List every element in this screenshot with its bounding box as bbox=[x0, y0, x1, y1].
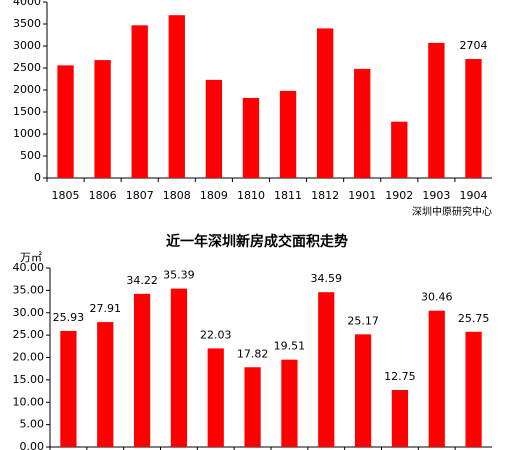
bar bbox=[131, 25, 148, 178]
bar bbox=[279, 90, 297, 178]
y-tick-label: 5.00 bbox=[20, 418, 45, 431]
value-label: 30.46 bbox=[421, 291, 453, 304]
value-label: 35.39 bbox=[163, 269, 195, 282]
x-tick-label: 1811 bbox=[274, 189, 302, 202]
value-label: 25.75 bbox=[458, 312, 490, 325]
y-tick-label: 2000 bbox=[13, 83, 41, 96]
value-label: 12.75 bbox=[384, 370, 416, 383]
value-label: 25.93 bbox=[53, 311, 85, 324]
bar bbox=[97, 322, 114, 447]
y-tick-label: 30.00 bbox=[13, 306, 45, 319]
y-tick-label: 1500 bbox=[13, 105, 41, 118]
bar bbox=[281, 359, 298, 447]
source-note: 深圳中原研究中心 bbox=[412, 205, 492, 218]
y-tick-label: 40.00 bbox=[13, 261, 45, 274]
bar bbox=[242, 97, 260, 178]
bar bbox=[316, 28, 334, 179]
bar bbox=[354, 68, 371, 178]
value-label: 19.51 bbox=[274, 340, 306, 353]
bar bbox=[170, 288, 188, 447]
bar bbox=[57, 65, 74, 178]
bar bbox=[205, 79, 223, 178]
y-tick-label: 0 bbox=[34, 171, 41, 184]
y-axis-label: 万㎡ bbox=[20, 251, 42, 264]
bar bbox=[428, 310, 445, 447]
x-tick-label: 1807 bbox=[126, 189, 154, 202]
y-tick-label: 15.00 bbox=[13, 373, 45, 386]
y-tick-label: 4000 bbox=[13, 0, 41, 8]
value-label: 34.22 bbox=[126, 274, 158, 287]
value-label: 27.91 bbox=[90, 302, 122, 315]
value-label: 34.59 bbox=[311, 272, 343, 285]
bar bbox=[94, 60, 111, 178]
chart-title: 近一年深圳新房成交面积走势 bbox=[166, 233, 348, 250]
bar bbox=[391, 121, 408, 178]
bar bbox=[207, 348, 224, 447]
x-tick-label: 1902 bbox=[385, 189, 413, 202]
x-tick-label: 1903 bbox=[422, 189, 450, 202]
bar bbox=[391, 389, 409, 447]
x-tick-label: 1810 bbox=[237, 189, 265, 202]
y-tick-label: 3500 bbox=[13, 17, 41, 30]
value-label: 2704 bbox=[459, 39, 487, 52]
value-label: 22.03 bbox=[200, 328, 232, 341]
value-label: 25.17 bbox=[347, 314, 379, 327]
x-tick-label: 1904 bbox=[459, 189, 487, 202]
y-tick-label: 20.00 bbox=[13, 351, 45, 364]
bar bbox=[168, 15, 185, 179]
x-tick-label: 1901 bbox=[348, 189, 376, 202]
bar bbox=[60, 330, 77, 447]
x-tick-label: 1806 bbox=[89, 189, 117, 202]
y-tick-label: 10.00 bbox=[13, 395, 45, 408]
x-tick-label: 1805 bbox=[52, 189, 80, 202]
x-tick-label: 1808 bbox=[163, 189, 191, 202]
value-label: 17.82 bbox=[237, 347, 269, 360]
y-tick-label: 25.00 bbox=[13, 328, 45, 341]
y-tick-label: 0.00 bbox=[20, 440, 45, 450]
y-tick-label: 35.00 bbox=[13, 283, 45, 296]
y-tick-label: 500 bbox=[20, 149, 41, 162]
y-tick-label: 2500 bbox=[13, 61, 41, 74]
x-tick-label: 1812 bbox=[311, 189, 339, 202]
y-tick-label: 3000 bbox=[13, 39, 41, 52]
bar bbox=[133, 293, 151, 447]
bar bbox=[428, 42, 445, 178]
y-tick-label: 1000 bbox=[13, 127, 41, 140]
bar bbox=[465, 59, 482, 178]
bar bbox=[244, 367, 261, 447]
bar bbox=[318, 292, 335, 447]
bar bbox=[354, 334, 372, 447]
x-tick-label: 1809 bbox=[200, 189, 228, 202]
bar bbox=[465, 331, 482, 447]
